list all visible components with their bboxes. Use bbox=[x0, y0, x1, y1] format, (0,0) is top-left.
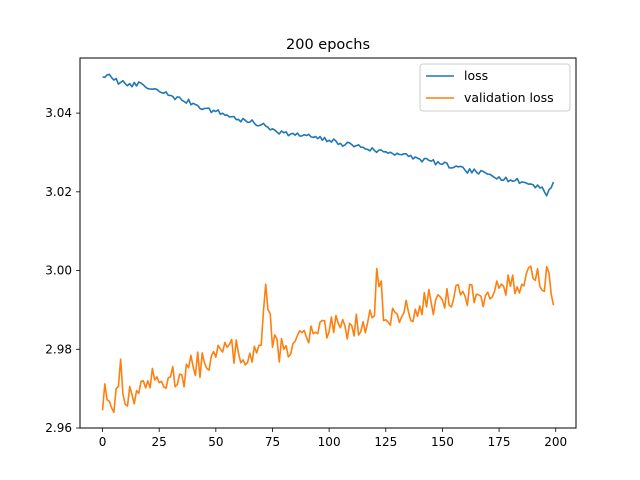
x-tick-label: 75 bbox=[265, 435, 280, 449]
x-tick-label: 200 bbox=[544, 435, 567, 449]
legend: loss validation loss bbox=[419, 63, 571, 112]
x-tick-label: 100 bbox=[318, 435, 341, 449]
y-tick-label: 2.96 bbox=[45, 421, 72, 435]
ticks-layer: 0 25 50 75 100 125 150 175 200 2.96 2.98 3.00 3.02 3.… bbox=[45, 106, 567, 449]
legend-box bbox=[419, 63, 571, 112]
legend-label-loss: loss bbox=[464, 68, 488, 83]
x-tick-label: 25 bbox=[152, 435, 167, 449]
legend-label-validation-loss: validation loss bbox=[464, 90, 554, 105]
x-tick-label: 150 bbox=[431, 435, 454, 449]
y-tick-label: 3.00 bbox=[45, 264, 72, 278]
series-layer bbox=[101, 73, 555, 414]
y-tick-label: 3.04 bbox=[45, 106, 72, 120]
loss-line bbox=[102, 73, 555, 197]
x-tick-label: 175 bbox=[488, 435, 511, 449]
validation-loss-line bbox=[101, 265, 555, 414]
plot-frame bbox=[79, 57, 577, 429]
chart-title: 200 epochs bbox=[286, 37, 370, 53]
x-tick-label: 125 bbox=[374, 435, 397, 449]
y-tick-label: 2.98 bbox=[45, 342, 72, 356]
x-tick-label: 0 bbox=[99, 435, 107, 449]
x-tick-label: 50 bbox=[208, 435, 223, 449]
y-tick-label: 3.02 bbox=[45, 185, 72, 199]
